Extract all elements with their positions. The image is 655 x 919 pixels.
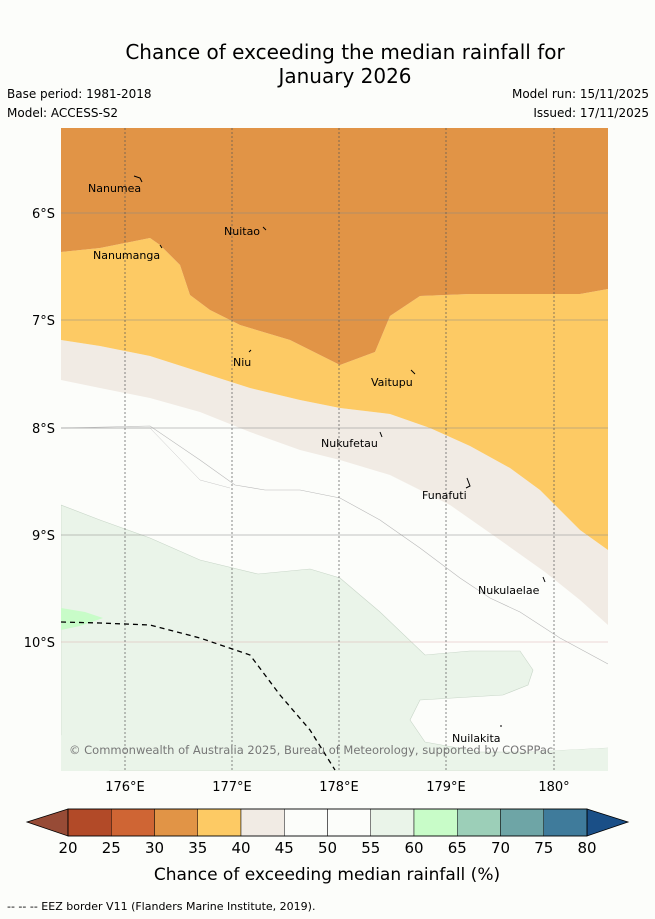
label-vaitupu: Vaitupu: [371, 376, 413, 389]
colorbar-under-arrow: [25, 808, 69, 837]
lon-label-176e: 176°E: [105, 780, 145, 795]
colorbar-cell: [111, 808, 155, 837]
colorbar-tick-label: 45: [275, 839, 294, 857]
lon-label-177e: 177°E: [212, 780, 252, 795]
eez-border: [61, 621, 336, 771]
colorbar-over-arrow: [586, 808, 630, 837]
colorbar-tick-label: 80: [577, 839, 596, 857]
colorbar-tick-label: 65: [448, 839, 467, 857]
label-niu: Niu: [233, 356, 251, 369]
latitude-gridlines: [61, 212, 608, 643]
colorbar-cell: [370, 808, 415, 837]
colorbar-tick-label: 55: [361, 839, 380, 857]
colorbar-frame: [67, 808, 588, 837]
lat-label-6s: 6°S: [32, 207, 55, 222]
band-55-60-southwest: [61, 735, 110, 771]
colorbar-cell: [154, 808, 198, 837]
copyright-notice: © Commonwealth of Australia 2025, Bureau…: [69, 743, 553, 757]
colorbar: 20 25 30 35 40 45 50 55 60 65 70 75 80 Chance of exc…: [25, 808, 630, 885]
colorbar-cell: [413, 808, 458, 837]
colorbar-cell: [543, 808, 588, 837]
label-nuilakita: Nuilakita: [452, 732, 501, 745]
colorbar-tick-label: 30: [145, 839, 164, 857]
label-nanumanga: Nanumanga: [93, 249, 160, 262]
label-nukufetau: Nukufetau: [321, 437, 378, 450]
lon-label-178e: 178°E: [319, 780, 359, 795]
map-area: Nanumea Nuitao Nanumanga Niu Vaitupu Nuk…: [61, 128, 608, 771]
label-funafuti: Funafuti: [422, 489, 467, 502]
issued-date: Issued: 17/11/2025: [533, 106, 649, 120]
band-30-35: [61, 128, 608, 365]
colorbar-cell: [284, 808, 328, 837]
colorbar-cell: [197, 808, 242, 837]
lat-label-7s: 7°S: [32, 314, 55, 329]
map-title: Chance of exceeding the median rainfall …: [0, 40, 655, 88]
colorbar-cell: [67, 808, 112, 837]
lon-label-180: 180°: [538, 780, 569, 795]
label-nukulaelae: Nukulaelae: [478, 584, 540, 597]
colorbar-cell: [240, 808, 285, 837]
colorbar-cell: [457, 808, 501, 837]
colorbar-cell: [500, 808, 544, 837]
model-name: Model: ACCESS-S2: [7, 106, 119, 120]
title-line-2: January 2026: [278, 64, 412, 88]
eez-footnote: -- -- -- EEZ border V11 (Flanders Marine…: [7, 900, 316, 913]
label-nuitao: Nuitao: [224, 225, 260, 238]
band-40-45: [61, 340, 608, 625]
title-line-1: Chance of exceeding the median rainfall …: [125, 40, 565, 64]
colorbar-tick-label: 75: [534, 839, 553, 857]
band-55-60-south: [530, 748, 608, 771]
colorbar-tick-label: 35: [188, 839, 207, 857]
colorbar-cell: [327, 808, 371, 837]
model-run: Model run: 15/11/2025: [511, 87, 649, 101]
contour-50: [61, 425, 608, 665]
colorbar-label: Chance of exceeding median rainfall (%): [154, 865, 500, 885]
base-period: Base period: 1981-2018: [7, 87, 152, 101]
colorbar-tick-label: 70: [491, 839, 510, 857]
colorbar-tick-label: 50: [318, 839, 337, 857]
lat-label-9s: 9°S: [32, 529, 55, 544]
label-nanumea: Nanumea: [88, 182, 141, 195]
band-60-65: [61, 608, 103, 630]
lon-label-179e: 179°E: [426, 780, 466, 795]
colorbar-tick-label: 40: [231, 839, 250, 857]
lat-label-8s: 8°S: [32, 422, 55, 437]
island-marks: [133, 175, 546, 727]
colorbar-tick-label: 25: [102, 839, 121, 857]
colorbar-tick-label: 60: [404, 839, 423, 857]
lat-label-10s: 10°S: [24, 636, 55, 651]
band-35-40: [61, 238, 608, 550]
colorbar-tick-label: 20: [58, 839, 77, 857]
longitude-gridlines: [124, 128, 555, 771]
